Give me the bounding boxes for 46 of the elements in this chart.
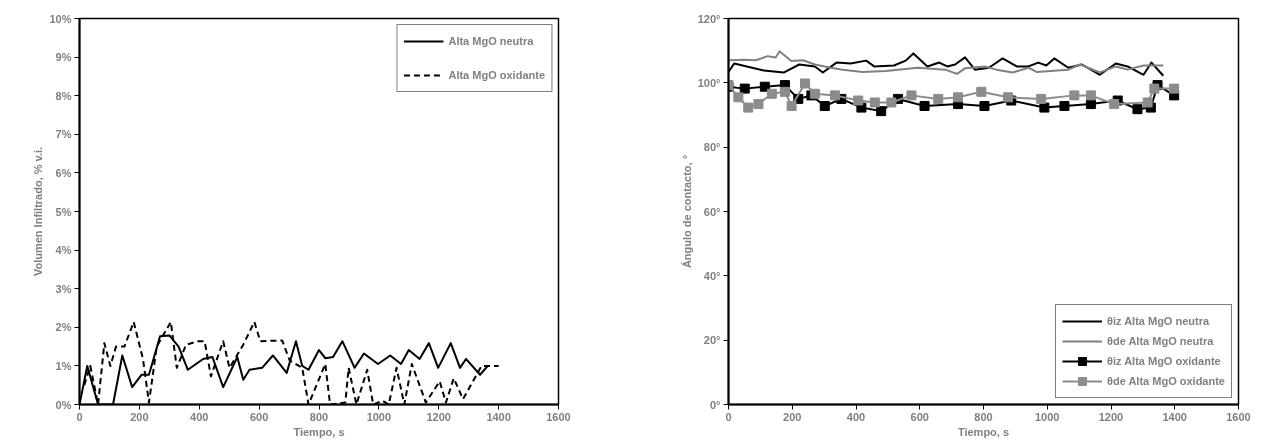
x-tick-label: 1400 [1162, 410, 1187, 423]
y-tick-label: 7% [55, 128, 72, 141]
y-tick-label: 0° [709, 398, 721, 411]
legend-label: θde Alta MgO oxidante [1107, 375, 1225, 387]
x-tick-label: 200 [130, 410, 149, 423]
x-axis-title: Tiempo, s [293, 425, 345, 438]
x-tick-label: 800 [974, 410, 993, 423]
x-axis-title: Tiempo, s [957, 425, 1010, 438]
legend-label: θde Alta MgO neutra [1107, 335, 1214, 347]
y-tick-label: 40° [703, 269, 721, 282]
y-tick-label: 6% [55, 166, 72, 179]
x-tick-label: 1600 [546, 410, 571, 423]
y-tick-label: 3% [55, 282, 72, 295]
y-tick-label: 5% [55, 205, 72, 218]
x-tick-label: 1200 [1098, 410, 1124, 423]
y-axis-title: Volumen Infiltrado, % v.i. [32, 146, 45, 277]
x-tick-label: 600 [249, 410, 269, 423]
x-tick-label: 1000 [1035, 410, 1060, 423]
y-tick-label: 10% [49, 12, 72, 25]
x-tick-label: 0 [76, 410, 83, 423]
legend-label: θiz Alta MgO oxidante [1107, 355, 1221, 367]
x-tick-label: 1400 [486, 410, 511, 423]
x-tick-label: 1000 [366, 410, 392, 423]
y-tick-label: 120° [697, 12, 721, 25]
x-tick-label: 0 [725, 410, 732, 423]
x-tick-label: 400 [846, 410, 866, 423]
x-tick-label: 200 [783, 410, 802, 423]
x-tick-label: 600 [910, 410, 929, 423]
y-tick-label: 60° [703, 205, 721, 218]
x-tick-label: 800 [309, 410, 329, 423]
y-tick-label: 80° [703, 141, 721, 154]
y-tick-label: 4% [55, 244, 72, 257]
y-tick-label: 20° [703, 334, 721, 347]
x-tick-label: 400 [190, 410, 209, 423]
x-tick-label: 1200 [426, 410, 451, 423]
legend-label: Alta MgO oxidante [448, 69, 545, 81]
y-tick-label: 9% [55, 51, 72, 64]
y-tick-label: 8% [55, 89, 72, 102]
x-tick-label: 1600 [1226, 410, 1251, 423]
legend-label: θiz Alta MgO neutra [1107, 315, 1210, 327]
y-tick-label: 100° [697, 76, 721, 89]
y-tick-label: 0% [55, 398, 72, 411]
y-axis-title: Ángulo de contacto, ° [680, 154, 693, 269]
legend-label: Alta MgO neutra [448, 35, 534, 47]
y-tick-label: 1% [55, 359, 72, 372]
y-tick-label: 2% [55, 321, 72, 334]
